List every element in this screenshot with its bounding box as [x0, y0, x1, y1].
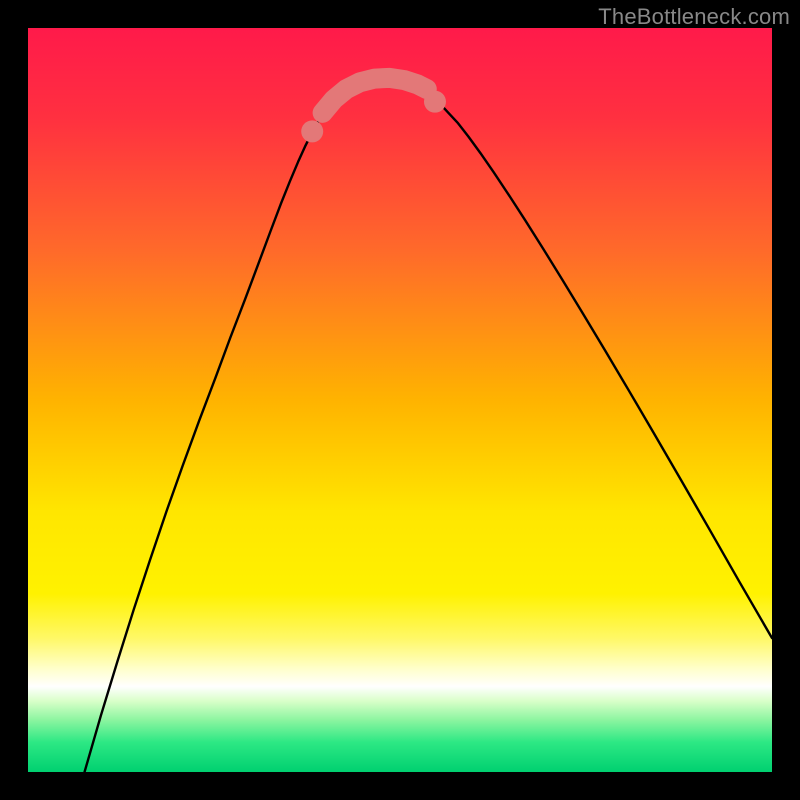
canvas-root: TheBottleneck.com — [0, 0, 800, 800]
valley-highlight-dot-0 — [301, 120, 323, 142]
valley-highlight-dot-1 — [424, 91, 446, 113]
chart-background — [28, 28, 772, 772]
chart-svg — [28, 28, 772, 772]
watermark-text: TheBottleneck.com — [598, 4, 790, 30]
